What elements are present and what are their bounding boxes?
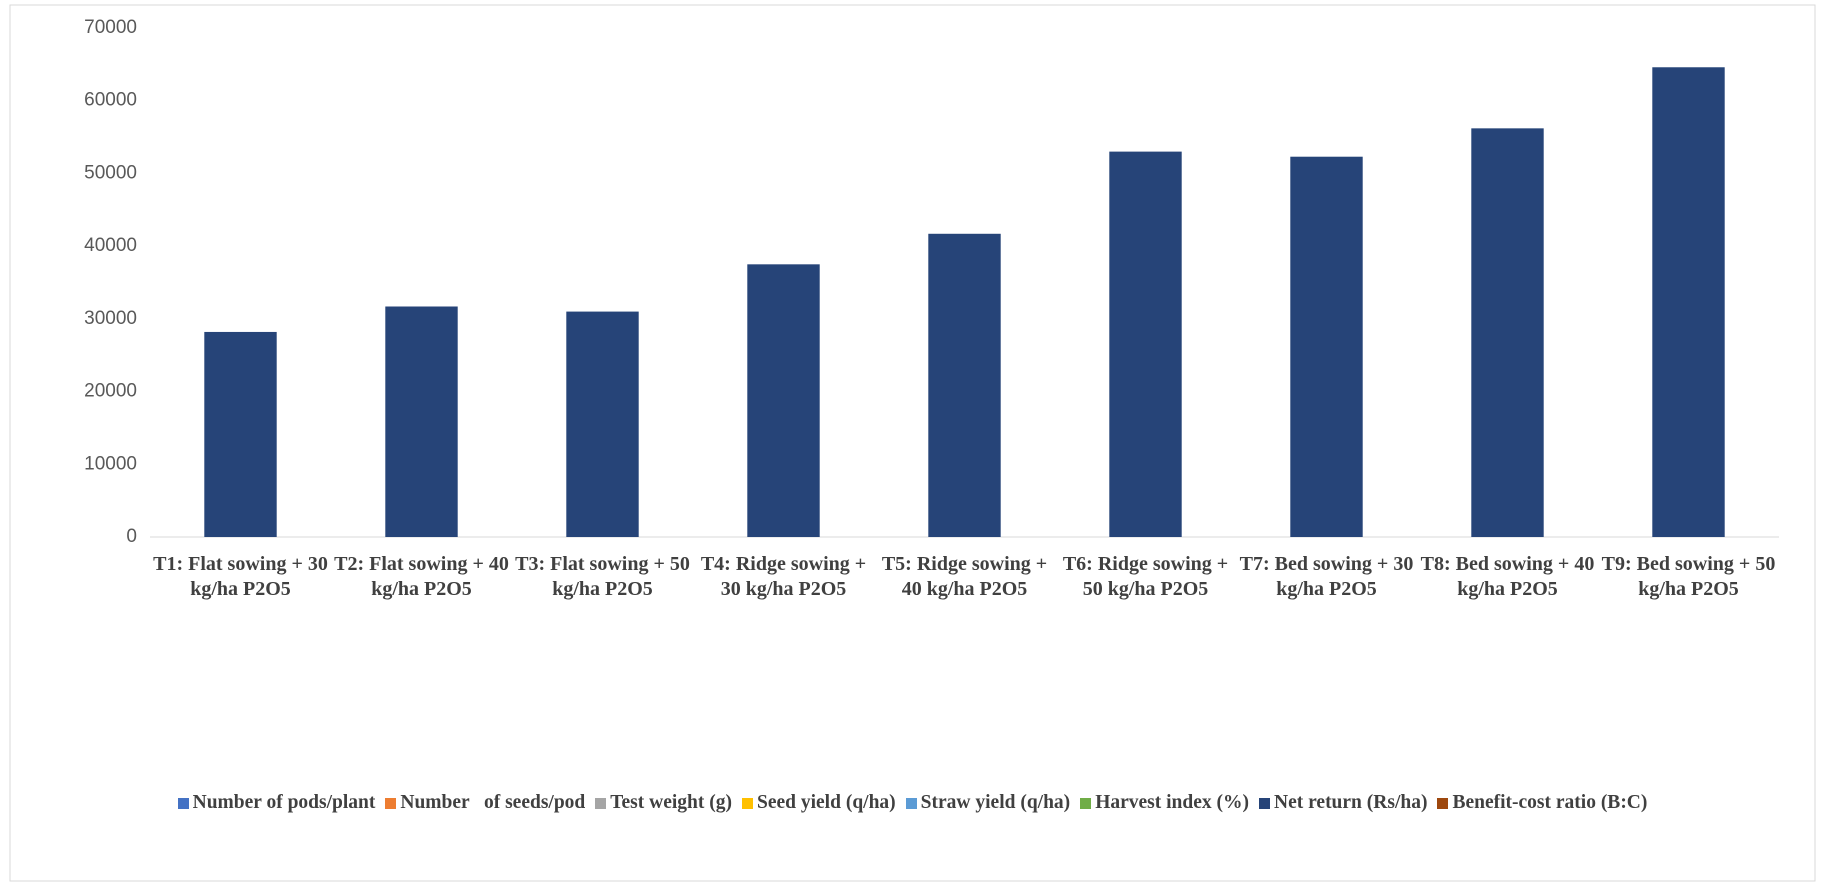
x-tick-label: T9: Bed sowing + 50 kg/ha P2O5: [1601, 553, 1776, 600]
bar: [1652, 67, 1725, 537]
legend-item: Straw yield (q/ha): [905, 792, 1071, 814]
legend-swatch: [741, 797, 753, 809]
legend-label: Seed yield (q/ha): [756, 792, 896, 813]
x-tick-label: T7: Bed sowing + 30 kg/ha P2O5: [1239, 553, 1414, 600]
legend-swatch: [595, 797, 607, 809]
legend-item: Number of pods/plant: [177, 792, 376, 814]
legend-label: Net return (Rs/ha): [1274, 792, 1428, 813]
y-tick-label: 50000: [84, 162, 137, 183]
y-tick-label: 10000: [84, 453, 137, 474]
legend-swatch: [177, 797, 189, 809]
x-tick-label: T4: Ridge sowing + 30 kg/ha P2O5: [700, 553, 867, 600]
legend-label: Benefit-cost ratio (B:C): [1452, 792, 1648, 813]
legend-item: Number of seeds/pod: [385, 792, 585, 814]
bar: [928, 233, 1001, 537]
legend: Number of pods/plant Number of seeds/pod T…: [10, 792, 1815, 814]
bar: [1290, 156, 1363, 537]
legend-swatch: [1259, 797, 1270, 809]
legend-swatch: [1080, 797, 1092, 809]
legend-item: Seed yield (q/ha): [741, 792, 896, 814]
y-tick-label: 20000: [84, 381, 137, 402]
legend-item: Benefit-cost ratio (B:C): [1437, 792, 1647, 814]
x-tick-label: T3: Flat sowing + 50 kg/ha P2O5: [515, 553, 690, 600]
bar: [1471, 128, 1544, 538]
legend-item: Test weight (g): [595, 792, 732, 814]
x-tick-label: T1: Flat sowing + 30 kg/ha P2O5: [153, 553, 328, 600]
y-tick-label: 0: [126, 526, 137, 547]
legend-label: Straw yield (q/ha): [920, 792, 1071, 813]
legend-item: Net return (Rs/ha): [1259, 792, 1427, 814]
y-tick-label: 60000: [84, 90, 137, 111]
x-tick-label: T2: Flat sowing + 40 kg/ha P2O5: [334, 553, 509, 600]
y-tick-label: 30000: [84, 308, 137, 329]
x-tick-label: T6: Ridge sowing + 50 kg/ha P2O5: [1062, 553, 1229, 600]
legend-label: Number of seeds/pod: [400, 792, 586, 813]
legend-label: Harvest index (%): [1095, 792, 1249, 813]
bar: [1109, 151, 1182, 537]
legend-label: Number of pods/plant: [192, 792, 376, 813]
bar: [385, 306, 458, 537]
bar: [566, 311, 639, 537]
bar: [204, 331, 277, 537]
x-tick-label: T5: Ridge sowing + 40 kg/ha P2O5: [881, 553, 1048, 600]
legend-item: Harvest index (%): [1080, 792, 1249, 814]
legend-label: Test weight (g): [610, 792, 732, 813]
bar: [747, 264, 820, 537]
legend-swatch: [385, 797, 397, 809]
chart-border: [9, 4, 1816, 882]
legend-swatch: [1437, 797, 1449, 809]
y-tick-label: 40000: [84, 235, 137, 256]
legend-swatch: [905, 797, 917, 809]
x-tick-label: T8: Bed sowing + 40 kg/ha P2O5: [1420, 553, 1595, 600]
y-tick-label: 70000: [84, 17, 137, 38]
